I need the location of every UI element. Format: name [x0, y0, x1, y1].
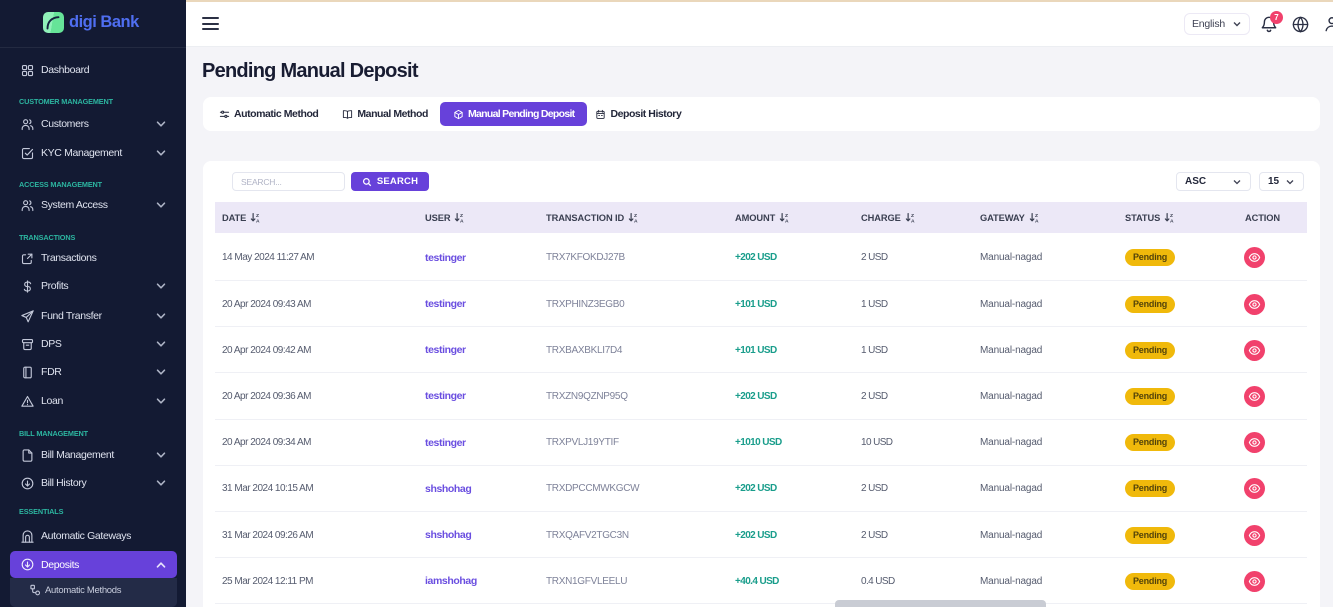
- svg-text:Z: Z: [785, 213, 788, 219]
- svg-text:Z: Z: [460, 213, 463, 219]
- svg-text:A: A: [785, 218, 789, 223]
- svg-text:A: A: [460, 218, 464, 223]
- svg-text:A: A: [1035, 218, 1039, 223]
- svg-text:A: A: [256, 218, 260, 223]
- svg-text:Z: Z: [1170, 213, 1173, 219]
- svg-text:A: A: [634, 218, 638, 223]
- svg-text:Z: Z: [634, 213, 637, 219]
- svg-text:Z: Z: [911, 213, 914, 219]
- svg-text:A: A: [1170, 218, 1174, 223]
- svg-text:Z: Z: [1035, 213, 1038, 219]
- svg-text:Z: Z: [256, 213, 259, 219]
- svg-text:A: A: [911, 218, 915, 223]
